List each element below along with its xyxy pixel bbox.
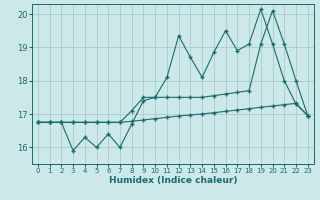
- X-axis label: Humidex (Indice chaleur): Humidex (Indice chaleur): [108, 176, 237, 185]
